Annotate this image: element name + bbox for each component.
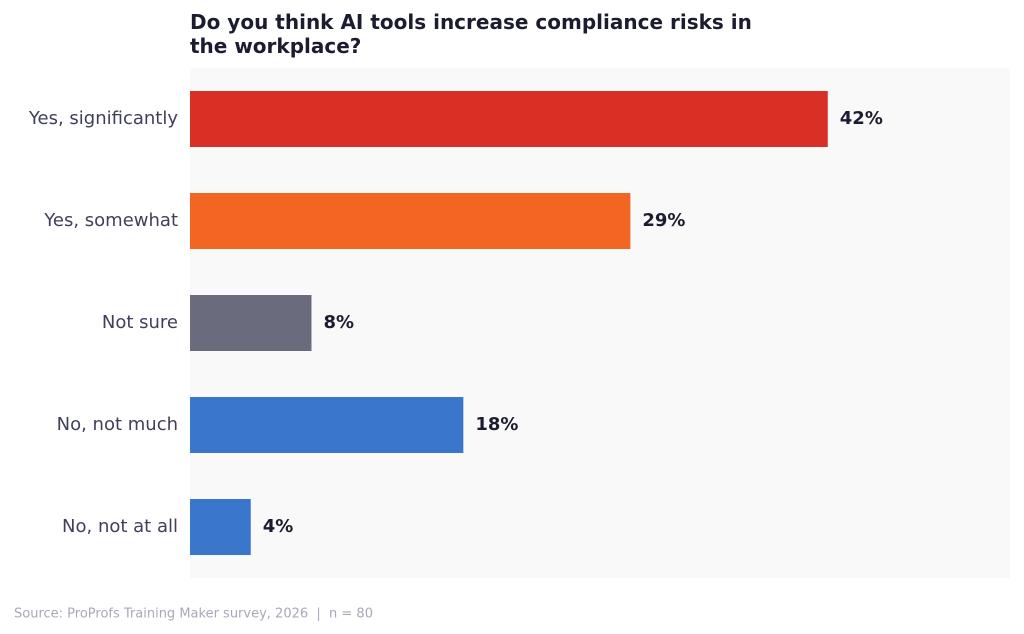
y-tick-label: No, not much bbox=[57, 414, 178, 435]
chart-title: Do you think AI tools increase complianc… bbox=[190, 10, 752, 58]
bar bbox=[190, 193, 631, 249]
source-note: Source: ProProfs Training Maker survey, … bbox=[14, 607, 373, 622]
bar bbox=[190, 499, 251, 555]
value-label: 29% bbox=[642, 210, 685, 231]
y-tick-label: Not sure bbox=[102, 312, 178, 333]
value-label: 4% bbox=[263, 516, 294, 537]
value-label: 42% bbox=[840, 108, 883, 129]
plot-area bbox=[190, 68, 1010, 578]
bar bbox=[190, 397, 464, 453]
value-label: 8% bbox=[323, 312, 354, 333]
y-tick-label: Yes, somewhat bbox=[43, 210, 178, 231]
bar bbox=[190, 91, 828, 147]
y-tick-label: No, not at all bbox=[62, 516, 178, 537]
y-tick-label: Yes, significantly bbox=[28, 108, 178, 129]
value-label: 18% bbox=[475, 414, 518, 435]
bar bbox=[190, 295, 312, 351]
